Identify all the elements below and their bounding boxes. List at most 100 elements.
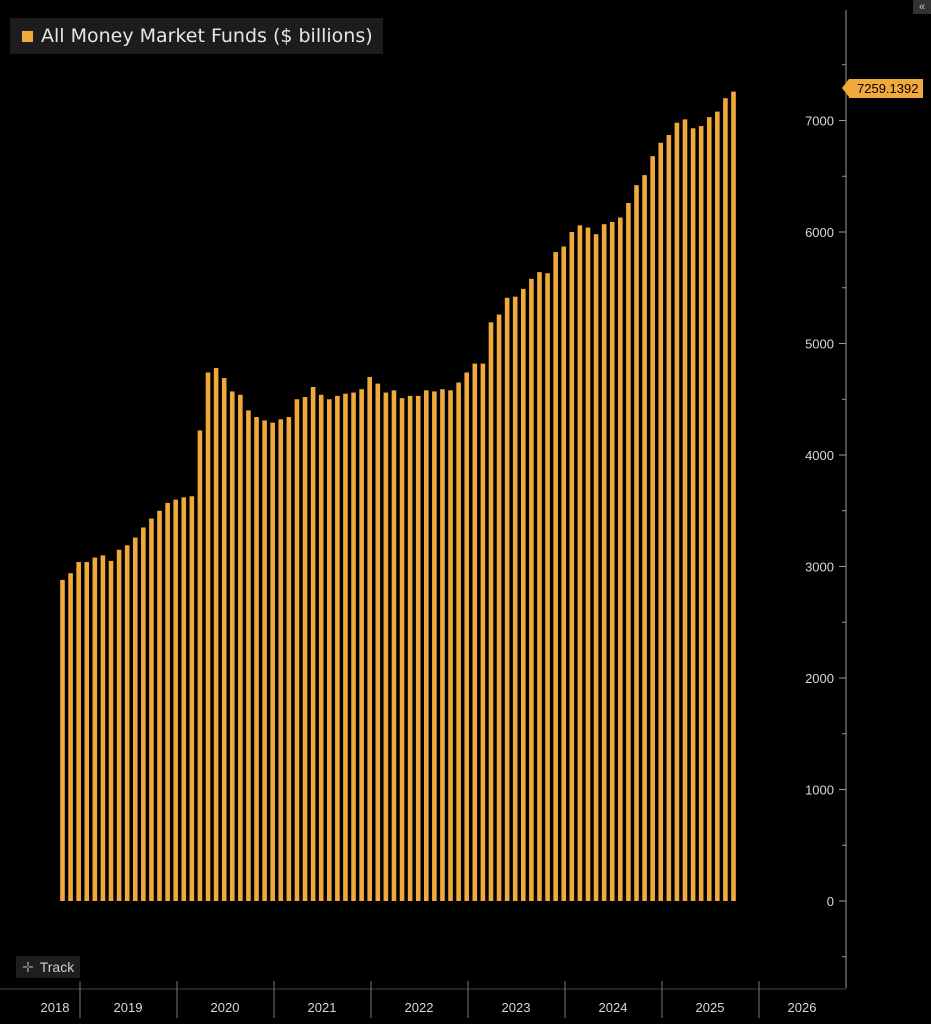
bar	[383, 392, 389, 901]
x-tick-label: 2026	[788, 1000, 817, 1015]
bar	[593, 234, 599, 902]
bar	[577, 225, 583, 901]
bar	[254, 417, 259, 901]
bar	[76, 562, 81, 901]
bar	[642, 175, 647, 901]
bar	[504, 297, 510, 901]
bar	[278, 419, 284, 901]
bar	[92, 557, 98, 901]
bar	[213, 368, 219, 901]
bar	[424, 390, 429, 901]
y-tick-label: 7000	[805, 114, 834, 129]
bar	[690, 128, 696, 902]
bar	[626, 203, 631, 901]
bar	[149, 518, 154, 901]
bar	[221, 378, 227, 901]
bar	[674, 122, 680, 902]
x-tick-label: 2023	[502, 1000, 531, 1015]
bar	[464, 372, 470, 901]
y-tick-label: 5000	[805, 337, 834, 352]
bar	[351, 392, 356, 901]
bar	[318, 394, 324, 901]
bar	[666, 135, 672, 901]
bar	[157, 510, 162, 901]
bar	[238, 394, 243, 901]
bar	[731, 91, 736, 902]
bar	[448, 390, 453, 901]
bar	[706, 117, 712, 901]
bar	[173, 499, 178, 901]
bar	[326, 399, 332, 901]
double-chevron-left-icon[interactable]: «	[913, 0, 931, 14]
bar	[723, 98, 728, 901]
x-tick-label: 2021	[308, 1000, 337, 1015]
track-button[interactable]: ✛ Track	[16, 956, 81, 978]
bar	[432, 391, 437, 901]
bar	[335, 395, 340, 901]
bar	[270, 422, 275, 901]
bar	[197, 430, 203, 901]
bar	[650, 156, 655, 901]
y-tick-label: 1000	[805, 783, 834, 798]
bar	[415, 395, 421, 901]
bar	[496, 314, 502, 901]
track-label: Track	[39, 959, 75, 975]
y-tick-label: 3000	[805, 560, 834, 575]
bar	[391, 390, 397, 901]
bar	[472, 363, 478, 901]
bar	[658, 142, 664, 902]
bar	[529, 278, 534, 902]
bar	[68, 573, 73, 901]
bar	[116, 549, 122, 901]
bar	[100, 555, 106, 901]
x-tick-label: 2019	[114, 1000, 143, 1015]
bar	[537, 272, 542, 901]
bar	[553, 252, 558, 901]
bar	[124, 545, 130, 901]
bar	[189, 496, 195, 901]
bar	[480, 363, 486, 901]
bar	[262, 420, 267, 901]
bar	[367, 376, 372, 901]
y-tick-label: 6000	[805, 225, 834, 240]
bar	[440, 389, 445, 901]
crosshair-icon: ✛	[22, 958, 34, 975]
bar	[310, 386, 316, 901]
bar	[132, 537, 138, 901]
bar	[181, 497, 187, 901]
bar	[698, 126, 704, 901]
bar	[521, 288, 526, 901]
bar	[634, 185, 639, 902]
bar	[569, 232, 575, 901]
bar	[488, 322, 494, 901]
legend-label: All Money Market Funds ($ billions)	[41, 25, 373, 47]
x-tick-label: 2020	[211, 1000, 240, 1015]
bar	[512, 296, 518, 901]
bar	[359, 389, 364, 901]
bar	[343, 393, 348, 901]
bar	[141, 527, 146, 901]
bar	[286, 417, 292, 901]
bar	[618, 217, 623, 901]
bar	[205, 372, 211, 901]
last-value-label: 7259.1392	[841, 79, 924, 98]
bar	[302, 397, 308, 901]
bar	[165, 502, 170, 901]
legend-swatch	[22, 30, 33, 42]
bar	[585, 227, 591, 902]
chart-legend: All Money Market Funds ($ billions)	[10, 18, 383, 54]
bar	[399, 398, 405, 901]
x-tick-label: 2024	[599, 1000, 628, 1015]
y-tick-label: 2000	[805, 671, 834, 686]
bar	[229, 391, 235, 901]
bar	[682, 119, 688, 901]
bar	[375, 383, 381, 901]
x-tick-label: 2022	[405, 1000, 434, 1015]
y-tick-label: 0	[827, 894, 834, 909]
bar	[601, 224, 607, 901]
x-tick-label: 2018	[41, 1000, 70, 1015]
bar	[609, 221, 615, 902]
bar	[294, 399, 300, 901]
bar	[108, 560, 114, 901]
